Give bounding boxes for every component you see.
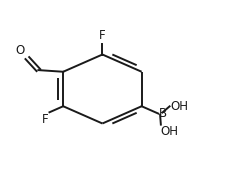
- Text: O: O: [15, 44, 24, 57]
- Text: OH: OH: [160, 125, 178, 138]
- Text: B: B: [158, 107, 166, 120]
- Text: OH: OH: [170, 100, 188, 113]
- Text: F: F: [42, 113, 48, 126]
- Text: F: F: [99, 29, 105, 42]
